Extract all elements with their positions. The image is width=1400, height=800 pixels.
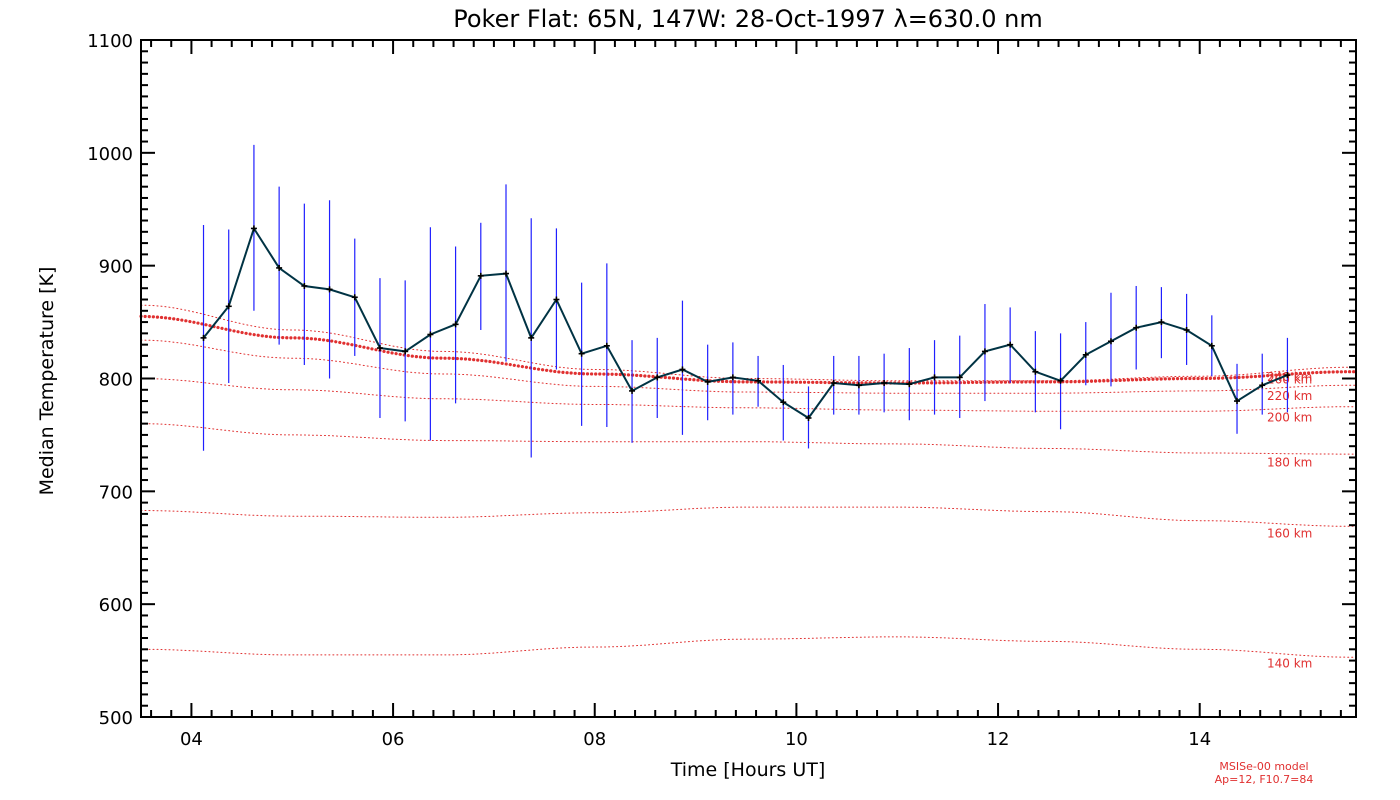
data-point	[528, 334, 535, 341]
data-point	[780, 399, 787, 406]
plot-frame	[140, 39, 1357, 718]
x-tick-label: 14	[1188, 729, 1211, 750]
data-point	[503, 270, 510, 277]
y-axis-label: Median Temperature [K]	[36, 267, 58, 496]
measurement-line	[202, 226, 1288, 420]
axis-ticks: 500 600 700 800 900 1000 1100 04 06 08 10 12 14	[87, 31, 1356, 750]
data-point	[931, 374, 938, 381]
model-note-line1: MSISe-00 model	[1219, 760, 1308, 773]
model-curve-220-km	[140, 339, 1357, 394]
measurement-series	[200, 225, 1291, 421]
data-point	[225, 303, 232, 310]
data-point	[1107, 338, 1114, 345]
data-point	[1032, 368, 1039, 375]
data-point	[629, 387, 636, 394]
data-point	[830, 380, 837, 387]
data-point	[956, 374, 963, 381]
model-label-260-km: 260 km	[1267, 372, 1312, 386]
y-tick-label: 500	[99, 708, 133, 729]
chart-title: Poker Flat: 65N, 147W: 28-Oct-1997 λ=630…	[453, 5, 1042, 33]
x-tick-label: 12	[987, 729, 1010, 750]
data-point	[578, 350, 585, 357]
model-curve-240-km	[139, 314, 1358, 385]
data-point	[452, 321, 459, 328]
data-point	[402, 348, 409, 355]
data-point	[1007, 341, 1014, 348]
data-point	[906, 381, 913, 388]
y-tick-label: 800	[99, 370, 133, 391]
data-point	[704, 378, 711, 385]
x-tick-label: 04	[180, 729, 203, 750]
model-label-140-km: 140 km	[1267, 656, 1312, 670]
data-point	[326, 286, 333, 293]
model-label-240-km: 240 km	[1267, 370, 1312, 384]
data-point	[729, 374, 736, 381]
x-tick-label: 08	[583, 729, 606, 750]
model-label-220-km: 220 km	[1267, 389, 1312, 403]
data-point	[981, 348, 988, 355]
model-curve-260-km	[140, 304, 1357, 382]
model-curve-140-km	[140, 636, 1357, 658]
data-point	[250, 225, 257, 232]
model-curve-180-km	[140, 423, 1357, 455]
data-point	[603, 342, 610, 349]
data-point	[755, 377, 762, 384]
data-point	[881, 380, 888, 387]
data-point	[654, 374, 661, 381]
data-point	[477, 272, 484, 279]
data-point	[1208, 342, 1215, 349]
x-axis-label: Time [Hours UT]	[670, 759, 826, 781]
data-point	[376, 345, 383, 352]
data-point	[1082, 351, 1089, 358]
model-label-180-km: 180 km	[1267, 456, 1312, 470]
x-tick-label: 06	[382, 729, 405, 750]
data-point	[679, 366, 686, 373]
model-label-160-km: 160 km	[1267, 526, 1312, 540]
y-tick-label: 600	[99, 595, 133, 616]
data-point	[427, 331, 434, 338]
data-point	[1284, 372, 1291, 379]
data-point	[1183, 326, 1190, 333]
data-point	[276, 264, 283, 271]
data-point	[1158, 319, 1165, 326]
data-point	[1133, 324, 1140, 331]
data-point	[301, 282, 308, 289]
data-point	[1259, 382, 1266, 389]
model-curve-160-km	[140, 506, 1357, 527]
error-bars	[202, 144, 1289, 458]
data-point	[1234, 398, 1241, 405]
x-tick-label: 10	[785, 729, 808, 750]
model-note-line2: Ap=12, F10.7=84	[1215, 773, 1314, 786]
data-point	[351, 294, 358, 301]
model-label-200-km: 200 km	[1267, 410, 1312, 424]
data-point	[1057, 377, 1064, 384]
y-tick-label: 900	[99, 257, 133, 278]
data-point	[553, 296, 560, 303]
y-tick-label: 1000	[87, 144, 133, 165]
y-tick-label: 1100	[87, 31, 133, 52]
model-curve-200-km	[140, 378, 1357, 412]
data-point	[805, 414, 812, 421]
y-tick-label: 700	[99, 482, 133, 503]
data-point	[855, 382, 862, 389]
data-point	[200, 334, 207, 341]
